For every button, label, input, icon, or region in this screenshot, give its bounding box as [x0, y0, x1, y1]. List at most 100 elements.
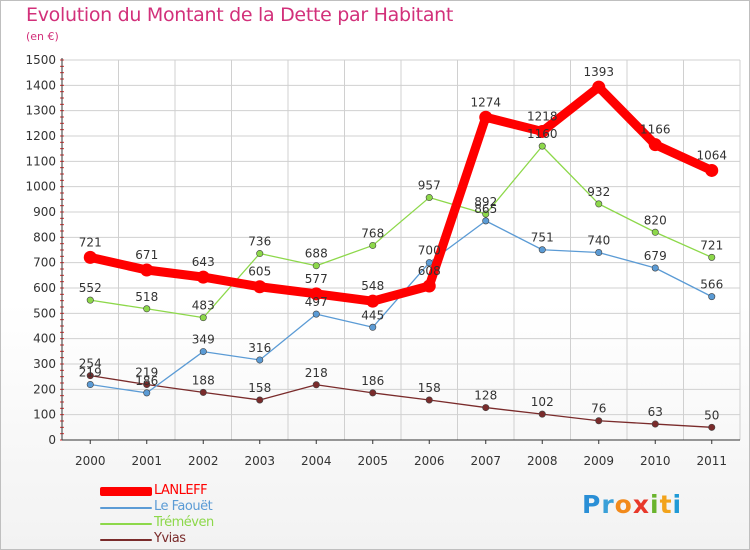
data-label: 158	[418, 381, 441, 395]
data-point	[651, 264, 659, 272]
data-point	[425, 194, 433, 202]
data-point	[86, 381, 94, 389]
data-point	[140, 263, 154, 277]
y-tick-label: 300	[33, 357, 56, 371]
data-label: 957	[418, 179, 441, 193]
y-tick-label: 0	[48, 433, 56, 447]
logo-letter: x	[632, 490, 650, 519]
data-label: 721	[79, 235, 102, 249]
data-point	[708, 253, 716, 261]
data-label: 349	[192, 333, 215, 347]
logo-letter: i	[650, 490, 660, 519]
data-label: 679	[644, 249, 667, 263]
data-label: 128	[474, 389, 497, 403]
logo-letter: o	[614, 490, 633, 519]
data-label: 186	[135, 374, 158, 388]
data-point	[312, 262, 320, 270]
legend-item: Yvias	[100, 531, 300, 548]
y-tick-label: 500	[33, 306, 56, 320]
proxiti-logo: Proxiti	[582, 490, 682, 519]
x-tick-label: 2004	[301, 454, 332, 468]
data-label: 688	[305, 247, 328, 261]
data-point	[592, 80, 606, 94]
data-point	[312, 310, 320, 318]
data-point	[369, 389, 377, 397]
data-point	[482, 404, 490, 412]
data-point	[366, 294, 380, 308]
data-label: 865	[474, 202, 497, 216]
legend-swatch	[100, 539, 152, 541]
y-tick-label: 200	[33, 382, 56, 396]
x-tick-label: 2007	[470, 454, 501, 468]
data-label: 158	[248, 381, 271, 395]
x-tick-label: 2009	[583, 454, 614, 468]
data-point	[595, 417, 603, 425]
data-point	[651, 420, 659, 428]
data-point	[83, 250, 97, 264]
data-point	[143, 305, 151, 313]
legend-swatch	[100, 523, 152, 525]
legend-label: LANLEFF	[154, 483, 208, 498]
data-point	[538, 142, 546, 150]
y-tick-label: 1500	[25, 53, 56, 67]
y-tick-label: 400	[33, 332, 56, 346]
data-label: 102	[531, 395, 554, 409]
x-tick-label: 2002	[188, 454, 219, 468]
data-point	[369, 323, 377, 331]
data-label: 1218	[527, 109, 558, 123]
data-point	[312, 381, 320, 389]
logo-letter: r	[601, 490, 615, 519]
data-label: 1160	[527, 127, 558, 141]
chart-subtitle: (en €)	[26, 30, 59, 43]
y-tick-label: 600	[33, 281, 56, 295]
data-label: 1064	[696, 148, 727, 162]
data-point	[253, 280, 267, 294]
y-tick-label: 800	[33, 230, 56, 244]
series-line	[85, 82, 717, 306]
x-tick-label: 2003	[244, 454, 275, 468]
data-point	[256, 396, 264, 404]
data-label: 643	[192, 255, 215, 269]
legend-item: LANLEFF	[100, 483, 300, 500]
data-label: 736	[248, 235, 271, 249]
data-label: 63	[648, 405, 663, 419]
x-tick-label: 2000	[75, 454, 106, 468]
data-label: 721	[700, 238, 723, 252]
data-point	[708, 423, 716, 431]
x-tick-label: 2008	[527, 454, 558, 468]
data-label: 740	[587, 234, 610, 248]
data-label: 1166	[640, 123, 671, 137]
data-point	[482, 217, 490, 225]
data-label: 219	[135, 366, 158, 380]
data-label: 518	[135, 290, 158, 304]
legend-label: Yvias	[154, 531, 186, 546]
data-point	[479, 110, 493, 124]
data-label: 316	[248, 341, 271, 355]
data-label: 219	[79, 366, 102, 380]
data-label: 892	[474, 195, 497, 209]
logo-letter: i	[672, 490, 683, 519]
data-point	[538, 246, 546, 254]
data-point	[369, 241, 377, 249]
y-tick-label: 100	[33, 408, 56, 422]
data-point	[309, 287, 323, 301]
data-label: 552	[79, 281, 102, 295]
data-point	[422, 279, 436, 293]
data-label: 218	[305, 366, 328, 380]
data-label: 700	[418, 244, 441, 258]
legend-item: Le Faouët	[100, 499, 300, 516]
data-point	[538, 410, 546, 418]
legend-label: Le Faouët	[154, 499, 213, 514]
data-label: 820	[644, 213, 667, 227]
data-label: 186	[361, 374, 384, 388]
chart-title: Evolution du Montant de la Dette par Hab…	[26, 4, 454, 26]
data-label: 483	[192, 299, 215, 313]
data-label: 1274	[470, 95, 501, 109]
data-label: 254	[79, 357, 102, 371]
legend-label: Tréméven	[154, 515, 214, 530]
data-label: 671	[135, 248, 158, 262]
y-tick-label: 1000	[25, 180, 56, 194]
data-label: 188	[192, 373, 215, 387]
data-point	[199, 388, 207, 396]
